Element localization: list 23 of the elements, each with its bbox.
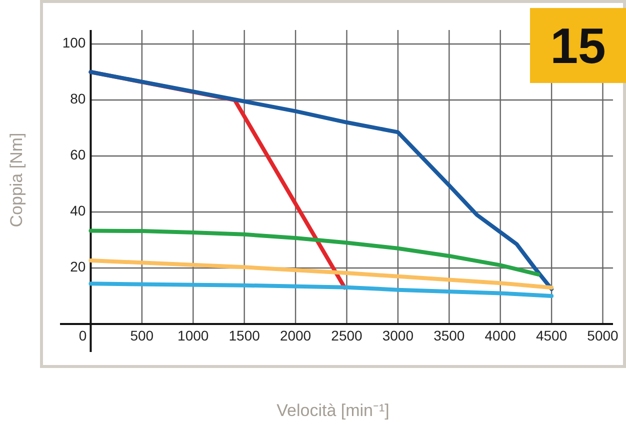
x-tick-label: 1500 <box>228 328 260 344</box>
line-series <box>88 258 554 290</box>
annotation: 15 <box>530 8 626 83</box>
x-tick-label: 0 <box>78 328 87 344</box>
x-tick-label: 2500 <box>331 328 363 344</box>
x-tick-label: 4500 <box>536 328 568 344</box>
x-tick-label: 500 <box>130 328 154 344</box>
x-tick-label: 4000 <box>484 328 516 344</box>
y-tick-label: 80 <box>70 90 86 107</box>
y-tick-label: 60 <box>70 146 86 163</box>
y-axis-title: Coppia [Nm] <box>7 132 27 228</box>
line-series <box>88 282 554 298</box>
x-tick-label: 3000 <box>382 328 414 344</box>
x-tick-label: 1000 <box>178 328 209 344</box>
x-tick-label: 5000 <box>587 328 619 344</box>
x-tick-label: 3500 <box>434 328 465 344</box>
y-tick-label: 40 <box>70 202 86 219</box>
x-tick-label: 2000 <box>280 328 312 344</box>
x-axis-title: Velocità [min⁻¹] <box>276 400 390 421</box>
y-tick-label: 20 <box>70 258 86 275</box>
y-tick-label: 100 <box>62 34 86 51</box>
line-series <box>88 70 554 291</box>
line-series <box>88 228 540 276</box>
